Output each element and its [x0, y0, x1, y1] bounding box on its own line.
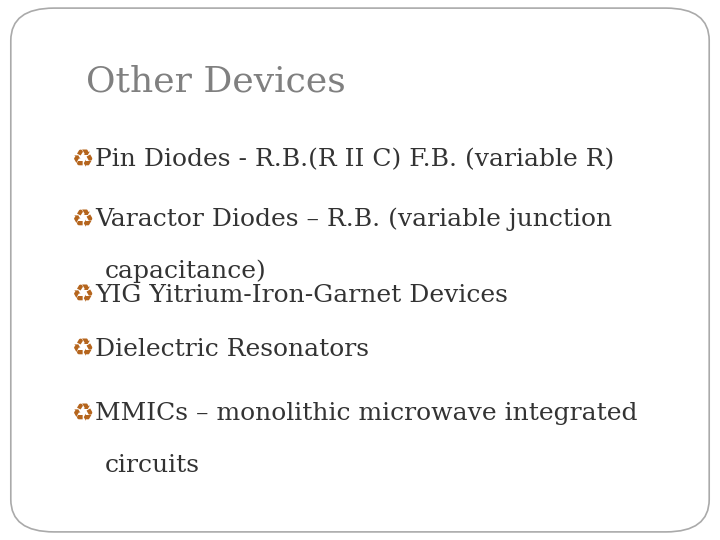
Text: Pin Diodes - R.B.(R II C) F.B. (variable R): Pin Diodes - R.B.(R II C) F.B. (variable…	[95, 148, 614, 172]
Text: ♻: ♻	[72, 284, 94, 307]
FancyBboxPatch shape	[11, 8, 709, 532]
Text: MMICs – monolithic microwave integrated: MMICs – monolithic microwave integrated	[95, 402, 637, 426]
Text: ♻: ♻	[72, 148, 94, 172]
Text: Dielectric Resonators: Dielectric Resonators	[95, 338, 369, 361]
Text: circuits: circuits	[104, 454, 199, 477]
Text: ♻: ♻	[72, 402, 94, 426]
Text: Other Devices: Other Devices	[86, 65, 346, 99]
Text: YIG Yitrium-Iron-Garnet Devices: YIG Yitrium-Iron-Garnet Devices	[95, 284, 508, 307]
Text: capacitance): capacitance)	[104, 259, 266, 283]
Text: ♻: ♻	[72, 338, 94, 361]
Text: Varactor Diodes – R.B. (variable junction: Varactor Diodes – R.B. (variable junctio…	[95, 208, 612, 232]
Text: ♻: ♻	[72, 208, 94, 232]
